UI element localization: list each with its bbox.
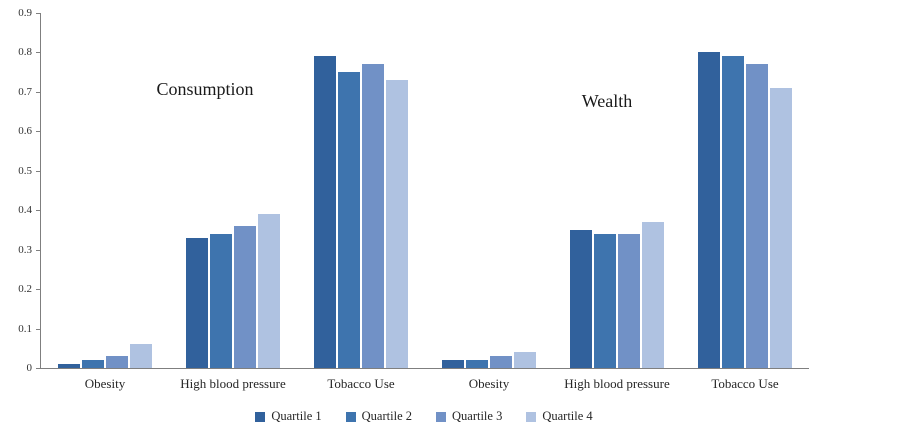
category-label: High blood pressure [564,376,670,391]
bar-quartile-2 [82,360,104,368]
y-axis-tick-label: 0 [26,362,33,374]
y-axis-tick-mark [36,52,41,54]
category-label: Tobacco Use [711,376,779,391]
y-axis-tick-mark [36,170,41,172]
y-axis-tick-label: 0.9 [18,7,32,19]
y-axis-tick-mark [36,13,41,14]
plot-area: Obesity High blood pressure Tobacco Use Obe… [18,7,809,391]
panel-title-wealth: Wealth [581,91,633,111]
y-axis-tick-mark [36,249,41,251]
y-axis-tick-label: 0.4 [18,204,32,217]
bar-group: Tobacco Use [698,13,792,391]
legend-swatch [345,411,356,422]
category-label: Obesity [468,376,510,391]
bar-group: Obesity [442,13,536,391]
bar-quartile-4 [258,214,280,368]
bar-quartile-2 [594,233,616,368]
bar-quartile-3 [106,356,128,368]
legend-label: Quartile 1 [271,409,322,423]
y-axis-tick-mark [36,368,41,369]
bar-quartile-1 [570,229,592,368]
category-label: Obesity [84,376,126,391]
bar-quartile-1 [314,56,336,368]
y-axis-tick-mark [36,91,41,93]
legend-swatch [255,411,266,422]
y-axis-tick-mark [36,328,41,330]
bar-quartile-1 [442,360,464,368]
legend-swatch [436,411,446,422]
bar-group: Tobacco Use [314,13,408,391]
bar-quartile-4 [770,87,792,368]
legend-label: Quartile 4 [542,409,593,423]
legend: Quartile 1 Quartile 2 Quartile 3 Quartile 4 [40,409,808,424]
y-axis-tick-mark [36,289,41,291]
bar-quartile-2 [722,56,744,368]
y-axis-tick-label: 0.7 [18,85,32,98]
y-axis-tick-label: 0.6 [18,125,32,138]
y-axis-tick-label: 0.8 [18,46,32,59]
legend-item-quartile-2: Quartile 2 [345,409,412,424]
y-axis-tick-mark [36,210,41,212]
bar-quartile-1 [186,237,208,368]
y-axis-tick-mark [36,131,41,133]
y-axis-tick-label: 0.3 [18,243,32,256]
bar-quartile-2 [466,360,488,368]
bar-quartile-3 [362,64,384,368]
bar-quartile-3 [618,233,640,368]
bar-group: High blood pressure [564,13,670,391]
bar-quartile-2 [338,72,360,368]
legend-item-quartile-1: Quartile 1 [255,409,322,424]
legend-item-quartile-4: Quartile 4 [526,409,593,424]
bar-quartile-3 [490,356,512,368]
bar-groups: Obesity High blood pressure Tobacco Use Obe… [41,13,809,391]
bar-quartile-3 [746,64,768,368]
y-axis-tick-label: 0.5 [18,164,32,177]
bar-quartile-4 [130,344,152,368]
bar-quartile-2 [210,233,232,368]
category-label: Tobacco Use [327,376,395,391]
bar-quartile-4 [642,222,664,368]
legend-label: Quartile 2 [361,409,412,423]
legend-item-quartile-3: Quartile 3 [436,409,502,424]
bar-group: High blood pressure [180,13,286,391]
bar-group: Obesity [58,13,152,391]
category-label: High blood pressure [180,376,286,391]
legend-swatch [526,411,537,422]
bar-quartile-3 [234,226,256,368]
panel-title-consumption: Consumption [156,79,254,99]
y-axis-tick-label: 0.2 [18,283,32,296]
bar-quartile-4 [514,352,536,368]
legend-label: Quartile 3 [452,409,503,423]
bar-quartile-4 [386,80,408,368]
bar-quartile-1 [698,52,720,368]
y-axis-tick-label: 0.1 [18,322,32,335]
bar-quartile-1 [58,364,80,368]
